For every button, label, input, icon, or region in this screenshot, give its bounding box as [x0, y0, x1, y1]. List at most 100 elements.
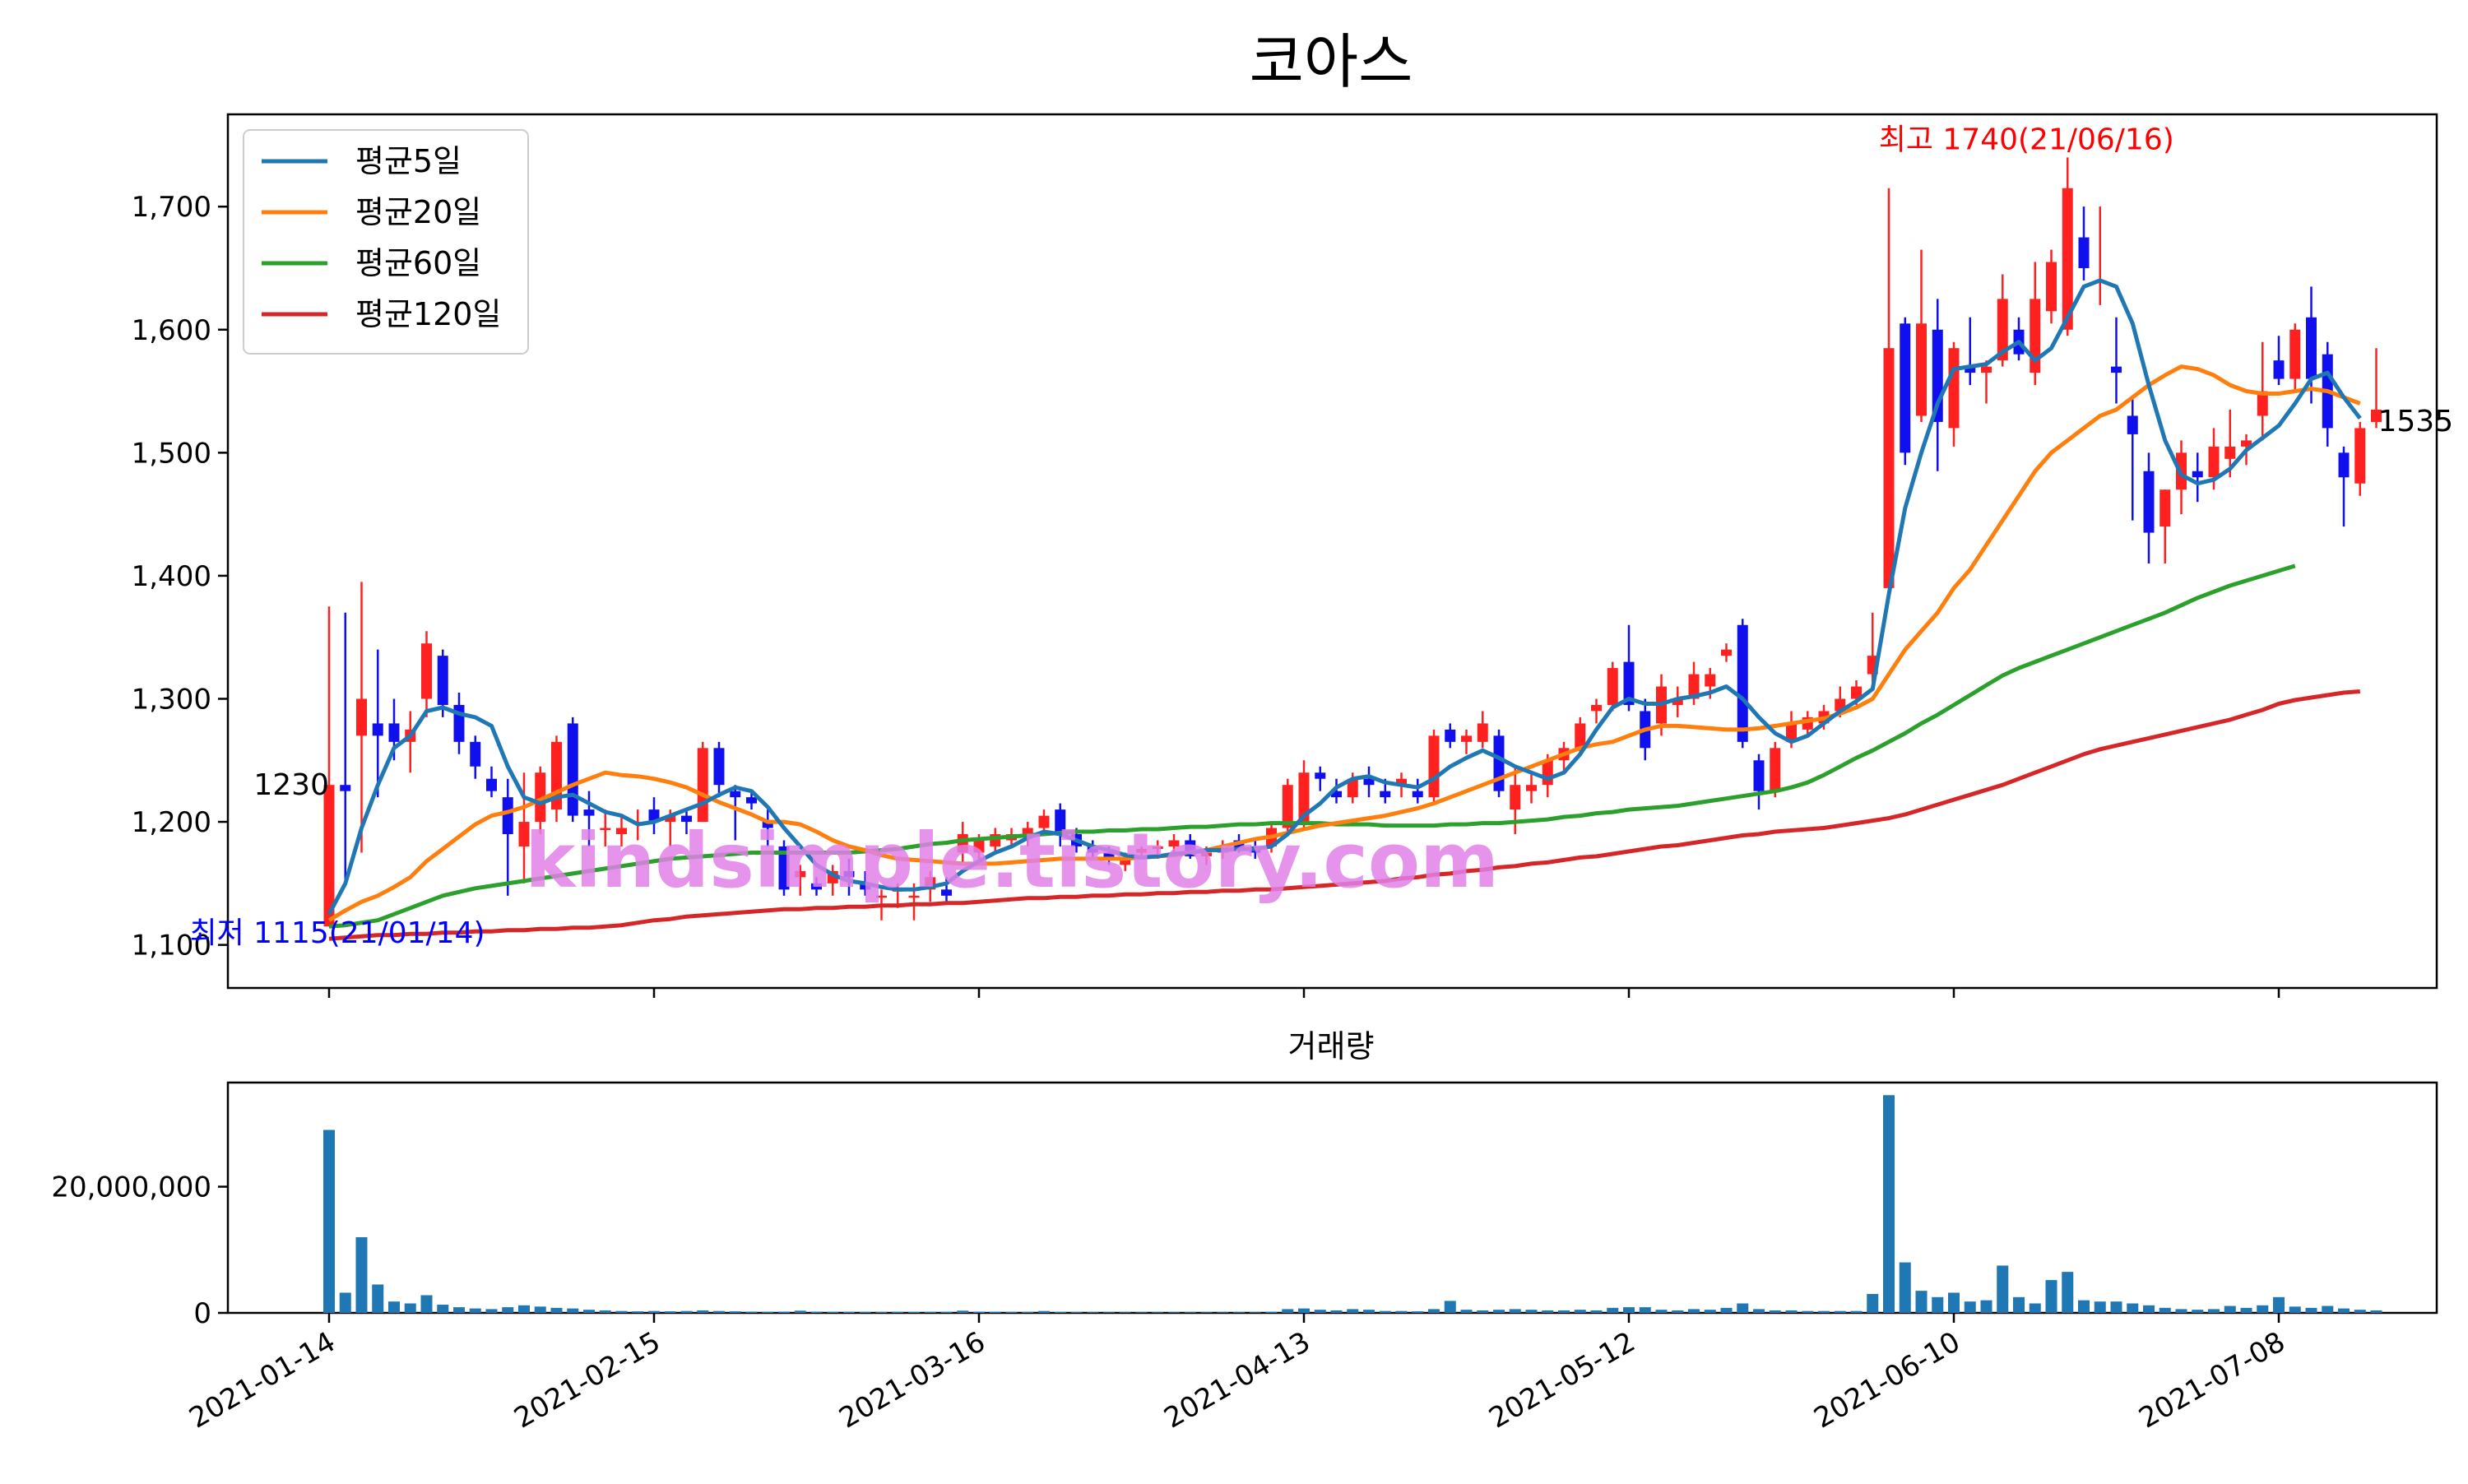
candle-body: [1347, 778, 1358, 798]
candle-body: [388, 723, 400, 742]
volume-bar: [1623, 1307, 1635, 1313]
candle-body: [1315, 772, 1326, 779]
volume-bar: [908, 1311, 920, 1313]
candle: [746, 791, 757, 810]
volume-bar: [1054, 1311, 1066, 1313]
candle-body: [2224, 446, 2236, 459]
volume-bar: [794, 1310, 806, 1313]
volume-bar: [550, 1307, 563, 1313]
volume-bar: [1688, 1309, 1700, 1313]
candle: [713, 741, 725, 798]
volume-bar: [2305, 1307, 2317, 1313]
volume-bar: [1330, 1310, 1343, 1313]
candle: [2078, 206, 2090, 281]
candle-body: [1672, 698, 1683, 705]
volume-bar: [1217, 1312, 1229, 1313]
candle-body: [1737, 624, 1748, 742]
candle: [502, 778, 513, 896]
candle-body: [2046, 262, 2057, 312]
candle: [2127, 397, 2138, 521]
candle: [1493, 729, 1505, 798]
volume-bar: [1103, 1312, 1115, 1313]
volume-bar: [372, 1284, 384, 1313]
candle-body: [1688, 674, 1700, 699]
candle-body: [2111, 366, 2122, 373]
candle-body: [1607, 668, 1618, 705]
volume-bar: [1005, 1311, 1018, 1313]
candle-body: [1526, 785, 1537, 791]
candle-body: [1428, 735, 1440, 798]
volume-y-tick-label: 0: [193, 1297, 211, 1330]
candle-body: [2273, 360, 2285, 379]
candle: [2046, 249, 2057, 324]
volume-bar: [1883, 1095, 1895, 1313]
volume-bar: [469, 1308, 481, 1313]
candle-body: [518, 822, 530, 846]
volume-bar: [713, 1310, 725, 1313]
volume-bar: [1818, 1310, 1830, 1313]
volume-bar: [2322, 1305, 2334, 1313]
candle: [551, 735, 562, 823]
volume-bar: [1152, 1312, 1164, 1313]
candle: [2273, 336, 2285, 386]
candle: [2192, 452, 2203, 503]
candle: [2289, 323, 2301, 392]
volume-bar: [2273, 1296, 2285, 1313]
candle-body: [2289, 329, 2301, 379]
candle-body: [681, 815, 692, 823]
price-plot-frame: [226, 113, 2438, 990]
ma120-line: [328, 689, 2360, 941]
volume-bar: [1980, 1300, 1992, 1313]
candle: [778, 840, 790, 896]
watermark-text: kindsimple.tistory.com: [525, 817, 1499, 905]
volume-bar: [2013, 1296, 2025, 1313]
candle-body: [421, 643, 432, 699]
volume-bar: [875, 1311, 888, 1313]
volume-bar: [827, 1311, 839, 1313]
volume-bar: [1639, 1307, 1651, 1313]
volume-bar: [355, 1236, 368, 1313]
volume-bar: [924, 1311, 936, 1313]
candle: [1981, 360, 1992, 404]
candle-body: [697, 748, 708, 823]
volume-bar: [2289, 1306, 2301, 1313]
candle-body: [665, 815, 676, 823]
volume-bar: [1850, 1310, 1863, 1313]
candle: [583, 791, 595, 846]
volume-bar: [1802, 1310, 1814, 1313]
candle: [1428, 729, 1440, 804]
volume-bar: [680, 1310, 693, 1313]
volume-bar: [2159, 1307, 2171, 1313]
candle: [730, 785, 741, 841]
volume-bar: [1477, 1310, 1489, 1313]
volume-bar: [1899, 1262, 1911, 1313]
volume-bar: [1298, 1308, 1310, 1313]
candle: [518, 772, 530, 883]
volume-bar: [2338, 1308, 2350, 1313]
volume-bar: [599, 1310, 611, 1313]
candle-body: [616, 828, 627, 835]
volume-bar: [1200, 1312, 1213, 1313]
candle: [1672, 686, 1683, 717]
price-y-axis: 1,100 1,200 1,300 1,400 1,500 1,600 1,700: [132, 191, 228, 962]
volume-bar: [1542, 1310, 1554, 1313]
candle-body: [1965, 366, 1976, 373]
candle-body: [1087, 846, 1098, 853]
candle-body: [1981, 366, 1992, 373]
candle-body: [1022, 828, 1033, 835]
volume-bar: [2143, 1305, 2155, 1313]
volume-bar: [762, 1311, 774, 1313]
volume-bar: [892, 1311, 904, 1313]
candle-body: [2241, 440, 2252, 447]
candle: [372, 649, 383, 798]
volume-bar: [453, 1307, 465, 1313]
volume-bar: [1395, 1310, 1408, 1313]
first-close-annotation: 1230: [253, 768, 329, 802]
candle-body: [2127, 415, 2138, 434]
volume-bar: [615, 1310, 628, 1313]
volume-bar: [1720, 1307, 1733, 1313]
min-price-annotation: 최저 1115(21/01/14): [189, 916, 485, 950]
candle-body: [795, 870, 806, 878]
candle-body: [908, 895, 920, 898]
volume-bar: [1233, 1312, 1245, 1313]
